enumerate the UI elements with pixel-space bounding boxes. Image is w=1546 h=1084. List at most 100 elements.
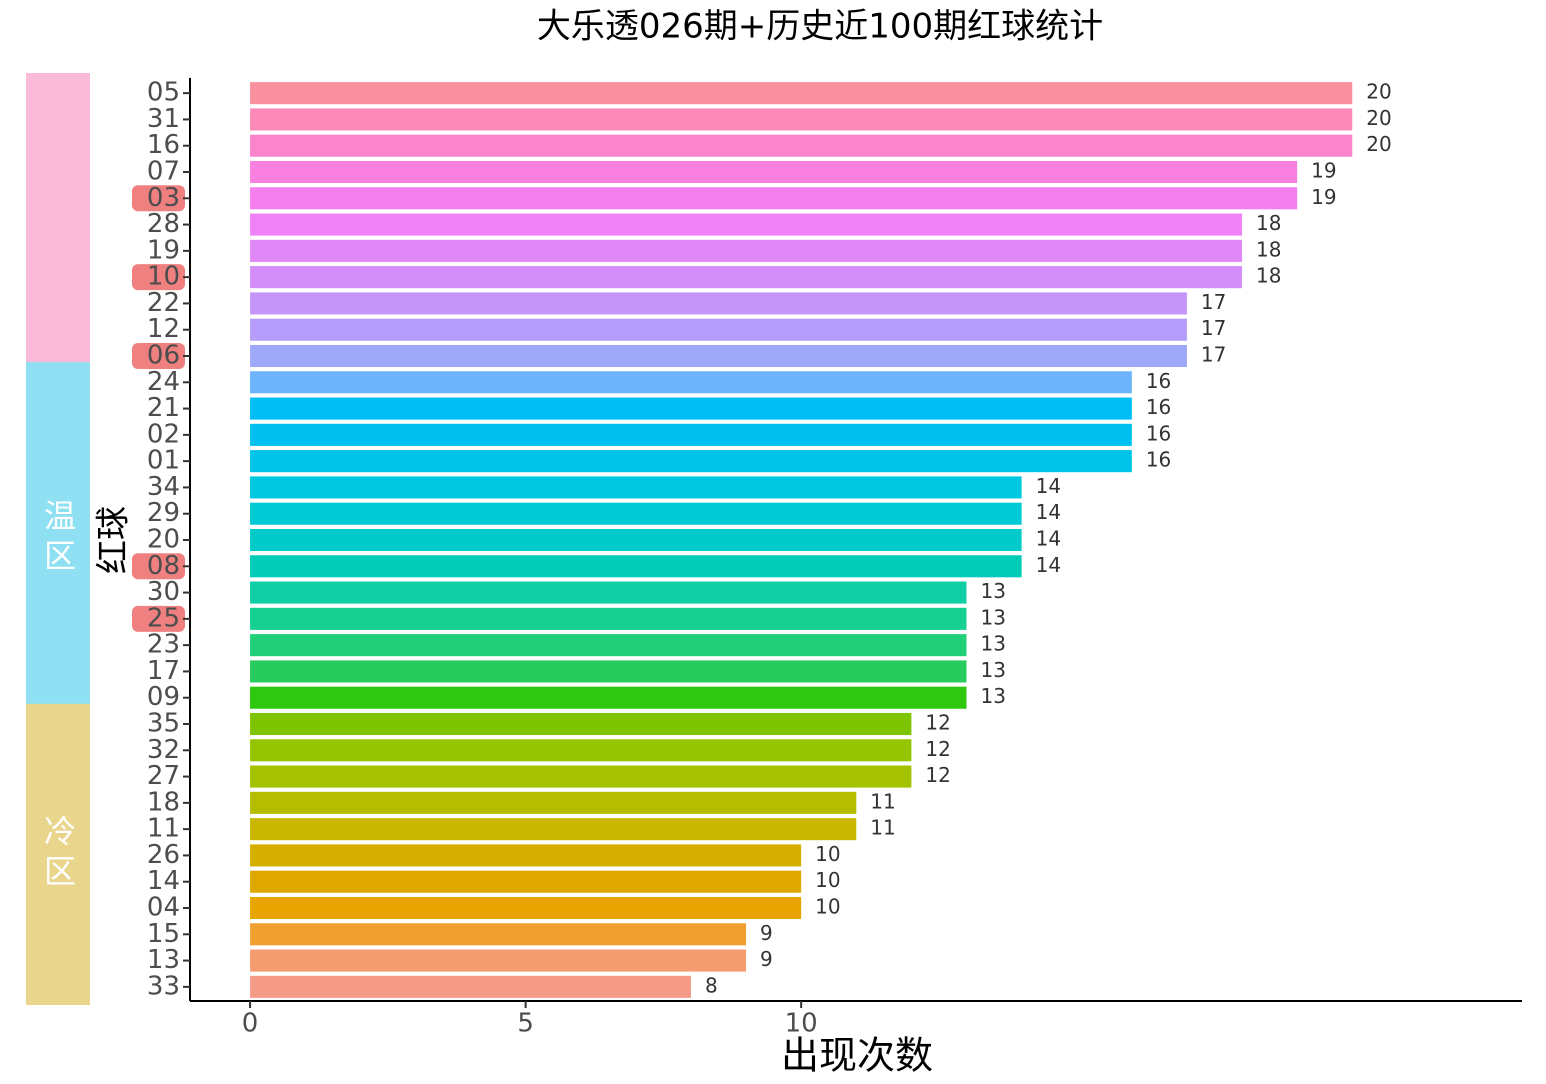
data-label: 16	[1146, 421, 1171, 445]
y-tick-label: 17	[147, 656, 180, 686]
y-tick-label: 26	[147, 840, 180, 870]
label-highlight	[132, 185, 185, 212]
bar	[250, 450, 1132, 473]
data-label: 17	[1201, 316, 1226, 340]
label-highlight	[132, 553, 185, 580]
data-label: 11	[870, 789, 895, 813]
data-label: 20	[1366, 80, 1391, 104]
data-label: 13	[980, 658, 1005, 682]
bar	[250, 660, 967, 683]
bar	[250, 134, 1353, 157]
y-tick-label: 11	[147, 814, 180, 844]
data-label: 19	[1311, 159, 1336, 183]
y-tick-label: 08	[147, 551, 180, 581]
bar	[250, 555, 1022, 578]
data-label: 14	[1036, 500, 1061, 524]
y-tick-label: 19	[147, 235, 180, 265]
data-label: 9	[760, 921, 773, 945]
y-tick-label: 28	[147, 209, 180, 239]
bar	[250, 975, 691, 998]
data-label: 16	[1146, 369, 1171, 393]
label-highlight	[132, 264, 185, 291]
bar	[250, 266, 1243, 289]
bar	[250, 686, 967, 709]
data-label: 10	[815, 895, 840, 919]
bar	[250, 82, 1353, 105]
data-label: 20	[1366, 106, 1391, 130]
data-label: 11	[870, 816, 895, 840]
y-tick-label: 34	[147, 472, 180, 502]
y-tick-label: 29	[147, 498, 180, 528]
zone-band	[26, 703, 90, 1005]
y-tick-label: 12	[147, 314, 180, 344]
bar	[250, 213, 1243, 236]
y-tick-label: 27	[147, 761, 180, 791]
y-tick-label: 23	[147, 630, 180, 660]
data-label: 10	[815, 868, 840, 892]
x-tick-label: 0	[242, 1009, 259, 1039]
data-label: 14	[1036, 474, 1061, 498]
x-tick-label: 10	[785, 1009, 818, 1039]
data-label: 13	[980, 579, 1005, 603]
data-label: 18	[1256, 211, 1281, 235]
bar	[250, 108, 1353, 131]
bar	[250, 239, 1243, 262]
bar	[250, 634, 967, 657]
x-tick-label: 5	[517, 1009, 534, 1039]
y-tick-label: 15	[147, 919, 180, 949]
bar	[250, 607, 967, 630]
label-highlight	[132, 343, 185, 369]
data-label: 12	[925, 711, 950, 735]
y-tick-label: 16	[147, 130, 180, 160]
data-label: 8	[705, 973, 718, 997]
y-tick-label: 14	[147, 866, 180, 896]
data-label: 13	[980, 632, 1005, 656]
data-label: 13	[980, 605, 1005, 629]
y-tick-label: 20	[147, 525, 180, 555]
bar	[250, 502, 1022, 525]
y-tick-label: 25	[147, 603, 180, 633]
zone-band	[26, 362, 90, 716]
bar	[250, 765, 912, 788]
y-tick-label: 10	[147, 262, 180, 292]
chart-title: 大乐透026期+历史近100期红球统计	[537, 7, 1103, 47]
bar	[250, 712, 912, 736]
y-tick-label: 31	[147, 104, 180, 134]
data-label: 9	[760, 947, 773, 971]
bar	[250, 870, 802, 893]
y-tick-label: 32	[147, 735, 180, 765]
bar	[250, 318, 1187, 341]
bar	[250, 423, 1132, 446]
y-tick-label: 02	[147, 419, 180, 449]
bar	[250, 739, 912, 762]
label-highlight	[132, 605, 185, 632]
data-label: 16	[1146, 448, 1171, 472]
bar	[250, 581, 967, 604]
data-label: 12	[925, 737, 950, 761]
bar	[250, 371, 1132, 394]
y-tick-label: 21	[147, 393, 180, 423]
bar	[250, 949, 747, 972]
data-label: 19	[1311, 185, 1336, 209]
data-label: 17	[1201, 290, 1226, 314]
y-tick-label: 30	[147, 577, 180, 607]
data-label: 18	[1256, 237, 1281, 261]
bar	[250, 292, 1187, 315]
data-label: 13	[980, 684, 1005, 708]
data-label: 20	[1366, 132, 1391, 156]
bar	[250, 344, 1187, 368]
y-tick-label: 22	[147, 288, 180, 318]
bar	[250, 844, 802, 867]
zone-label: 冷区	[39, 814, 77, 894]
bar	[250, 528, 1022, 552]
y-tick-label: 07	[147, 157, 180, 187]
bar	[250, 397, 1132, 420]
bar	[250, 923, 747, 946]
zone-label: 温区	[39, 499, 77, 579]
bar	[250, 791, 857, 814]
y-tick-label: 33	[147, 971, 180, 1001]
y-tick-label: 09	[147, 682, 180, 712]
y-tick-label: 03	[147, 183, 180, 213]
bar	[250, 476, 1022, 499]
